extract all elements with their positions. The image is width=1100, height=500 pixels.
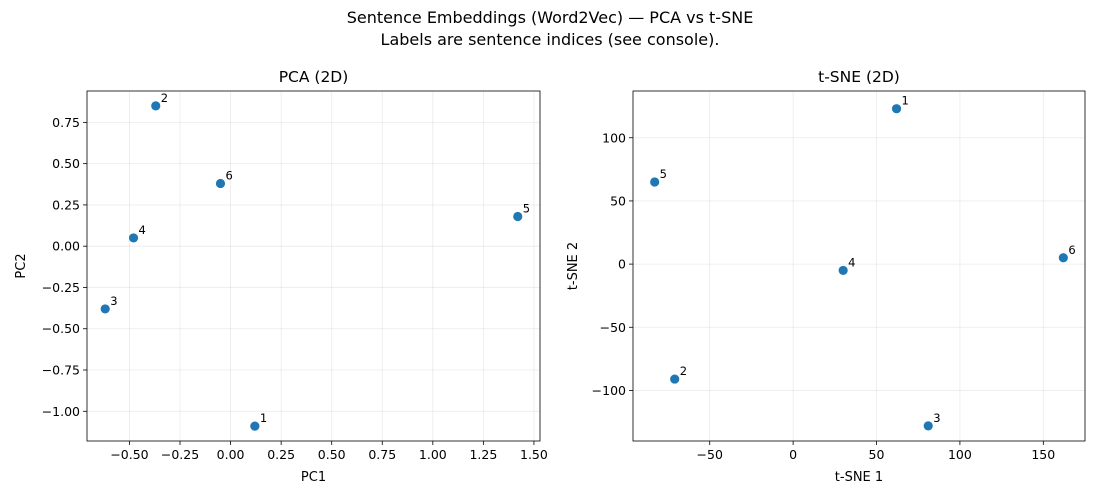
tsne-point-label-3: 3	[933, 411, 940, 425]
tsne-xtick-label: 0	[789, 447, 797, 462]
pca-ytick-label: 0.25	[52, 197, 80, 212]
tsne-xtick-label: 150	[1031, 447, 1055, 462]
pca-point-4	[128, 233, 139, 243]
pca-point-1	[250, 421, 260, 431]
tsne-point-6	[1058, 253, 1068, 263]
pca-xtick-label: 1.00	[419, 447, 447, 462]
pca-xtick-label: 0.75	[368, 447, 396, 462]
pca-ytick-label: 0.75	[52, 115, 80, 130]
pca-point-label-6: 6	[225, 168, 232, 182]
pca-ytick-label: −0.50	[42, 321, 80, 336]
tsne-xtick-label: 50	[869, 447, 885, 462]
pca-ytick-label: −1.00	[42, 404, 80, 419]
pca-title: PCA (2D)	[279, 68, 349, 86]
tsne-axes: −50 0 50 100 150 −100 −50 0 50 100 1 2 3 4 5 6 t-SNE (2D…	[566, 68, 1086, 485]
pca-point-label-3: 3	[110, 294, 117, 308]
pca-ytick-label: −0.75	[42, 363, 80, 378]
pca-xtick-label: 1.25	[469, 447, 497, 462]
pca-point-label-2: 2	[161, 91, 168, 105]
tsne-ytick-label: −50	[600, 320, 626, 335]
tsne-point-label-1: 1	[902, 94, 909, 108]
tsne-point-5	[650, 177, 660, 187]
tsne-xlabel: t-SNE 1	[835, 470, 883, 485]
tsne-ylabel: t-SNE 2	[566, 242, 581, 290]
figure-title: Sentence Embeddings (Word2Vec) — PCA vs …	[346, 8, 754, 27]
tsne-plot-frame	[632, 90, 1086, 442]
tsne-ytick-label: 100	[602, 130, 626, 145]
tsne-point-1	[891, 104, 902, 114]
pca-point-6	[215, 178, 226, 189]
pca-ytick-label: 0.50	[52, 156, 80, 171]
pca-xtick-label: 0.50	[318, 447, 346, 462]
pca-point-label-1: 1	[260, 411, 267, 425]
pca-xtick-label: 0.25	[267, 447, 295, 462]
pca-point-label-4: 4	[139, 223, 146, 237]
tsne-ytick-label: 0	[618, 257, 626, 272]
pca-xtick-label: 1.50	[520, 447, 548, 462]
pca-xtick-label: −0.50	[110, 447, 148, 462]
pca-xtick-label: −0.25	[161, 447, 199, 462]
pca-ytick-label: 0.00	[52, 239, 80, 254]
tsne-xtick-label: 100	[948, 447, 972, 462]
tsne-point-label-6: 6	[1068, 243, 1075, 257]
tsne-ytick-label: 50	[610, 193, 626, 208]
tsne-point-label-2: 2	[680, 364, 687, 378]
pca-ylabel: PC2	[14, 253, 29, 278]
pca-xtick-label: 0.00	[217, 447, 245, 462]
tsne-point-2	[670, 374, 680, 384]
pca-point-2	[151, 101, 161, 111]
figure-subtitle: Labels are sentence indices (see console…	[380, 30, 720, 49]
tsne-point-label-5: 5	[660, 167, 667, 181]
tsne-point-3	[923, 421, 933, 431]
tsne-point-label-4: 4	[848, 255, 855, 269]
tsne-title: t-SNE (2D)	[818, 68, 900, 86]
tsne-point-4	[838, 265, 848, 276]
pca-plot-frame	[86, 90, 541, 442]
pca-ytick-label: −0.25	[42, 280, 80, 295]
pca-xlabel: PC1	[301, 470, 326, 485]
pca-point-5	[513, 211, 523, 222]
pca-point-3	[100, 304, 110, 314]
tsne-ytick-label: −100	[592, 383, 626, 398]
tsne-xtick-label: −50	[697, 447, 723, 462]
pca-point-label-5: 5	[523, 201, 530, 215]
pca-axes: −0.50 −0.25 0.00 0.25 0.50 0.75 1.00 1.25 1.50 −1…	[14, 68, 548, 485]
